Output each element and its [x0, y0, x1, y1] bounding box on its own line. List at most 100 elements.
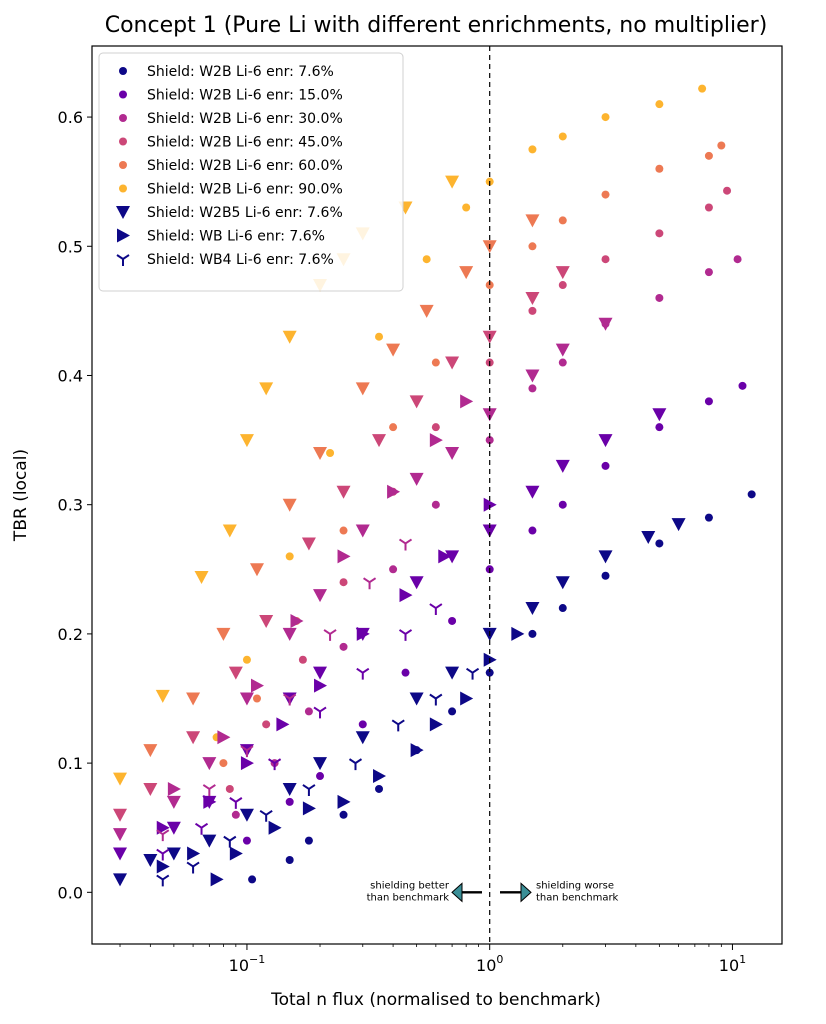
legend-entry-label: Shield: W2B Li-6 enr: 60.0%	[147, 158, 343, 174]
data-point	[704, 513, 713, 522]
data-point	[203, 794, 217, 809]
y-tick-label: 0.1	[58, 754, 83, 773]
data-point	[528, 145, 537, 154]
data-point	[482, 524, 497, 538]
data-point	[387, 484, 401, 499]
data-point	[671, 518, 686, 532]
data-point	[389, 423, 398, 432]
y-axis-label: TBR (local)	[11, 449, 31, 542]
data-point	[336, 485, 351, 499]
data-point	[398, 538, 413, 551]
data-point	[298, 655, 307, 664]
data-point	[511, 626, 525, 641]
data-point	[285, 552, 294, 561]
data-point	[399, 588, 413, 603]
data-point	[429, 693, 443, 706]
data-point	[704, 397, 713, 406]
data-point	[482, 408, 497, 422]
data-point	[528, 526, 537, 535]
legend-entry-label: Shield: W2B Li-6 enr: 7.6%	[147, 64, 334, 80]
data-point	[601, 255, 610, 264]
legend-entry-label: Shield: W2B Li-6 enr: 90.0%	[147, 182, 343, 198]
legend-marker	[119, 161, 127, 169]
data-point	[601, 113, 610, 122]
y-tick-label: 0.6	[58, 108, 83, 127]
data-point	[339, 810, 348, 819]
data-point	[313, 666, 328, 680]
data-point	[655, 293, 664, 302]
data-point	[143, 854, 158, 868]
data-point	[558, 281, 567, 290]
data-point	[525, 485, 540, 499]
legend: Shield: W2B Li-6 enr: 7.6% Shield: W2B Li…	[98, 52, 404, 292]
data-point	[313, 757, 328, 771]
data-point	[223, 835, 237, 848]
legend-entry-label: Shield: W2B Li-6 enr: 45.0%	[147, 135, 343, 151]
data-point	[375, 784, 384, 793]
data-point	[558, 604, 567, 613]
data-point	[445, 447, 460, 461]
data-point	[655, 423, 664, 432]
data-point	[528, 306, 537, 315]
arrow-right-head	[520, 882, 532, 903]
data-point	[704, 151, 713, 160]
y-tick-label: 0.4	[58, 366, 83, 385]
data-point	[372, 434, 387, 448]
data-point	[268, 820, 282, 835]
data-point	[419, 304, 434, 318]
data-point	[240, 756, 254, 771]
plot-frame	[91, 45, 783, 945]
data-point	[113, 772, 128, 786]
data-point	[375, 332, 384, 341]
data-point	[167, 781, 181, 796]
y-tick-label: 0.0	[58, 883, 83, 902]
data-point	[431, 358, 440, 367]
arrow-left-head	[451, 882, 463, 903]
data-point	[528, 242, 537, 251]
data-point	[239, 808, 254, 822]
data-point	[409, 692, 424, 706]
data-point	[283, 693, 297, 706]
data-point	[391, 719, 405, 732]
data-point	[282, 627, 297, 641]
data-point	[373, 769, 387, 784]
data-point	[717, 141, 726, 150]
data-point	[143, 782, 158, 796]
legend-entry-label: Shield: W2B Li-6 enr: 15.0%	[147, 88, 343, 104]
data-point	[555, 459, 570, 473]
data-point	[186, 861, 200, 874]
data-point	[313, 447, 328, 461]
data-point	[409, 395, 424, 409]
data-point	[166, 821, 181, 835]
data-point	[655, 164, 664, 173]
data-point	[525, 602, 540, 616]
data-point	[285, 856, 294, 865]
data-point	[156, 829, 170, 842]
data-point	[462, 203, 471, 212]
data-point	[155, 689, 170, 703]
data-point	[202, 784, 216, 796]
data-point	[641, 530, 656, 544]
data-point	[202, 834, 217, 848]
data-point	[113, 847, 128, 861]
data-point	[738, 381, 747, 390]
data-point	[219, 759, 228, 768]
data-point	[401, 668, 410, 677]
data-point	[431, 423, 440, 432]
data-point	[348, 758, 363, 771]
data-point	[186, 692, 201, 706]
data-point	[187, 846, 201, 861]
data-point	[323, 629, 337, 641]
annotation-right-text: than benchmark	[536, 892, 619, 903]
legend-entry-label: Shield: W2B5 Li-6 enr: 7.6%	[147, 205, 343, 221]
data-point	[601, 461, 610, 470]
data-point	[143, 744, 158, 758]
x-axis-label: Total n flux (normalised to benchmark)	[270, 990, 601, 1010]
data-point	[598, 550, 613, 564]
data-point	[652, 408, 667, 422]
x-tick-label: 100	[476, 953, 503, 975]
y-tick-label: 0.3	[58, 496, 83, 515]
data-point	[558, 132, 567, 141]
annotation-right-text: shielding worse	[536, 880, 614, 891]
data-point	[355, 731, 370, 745]
